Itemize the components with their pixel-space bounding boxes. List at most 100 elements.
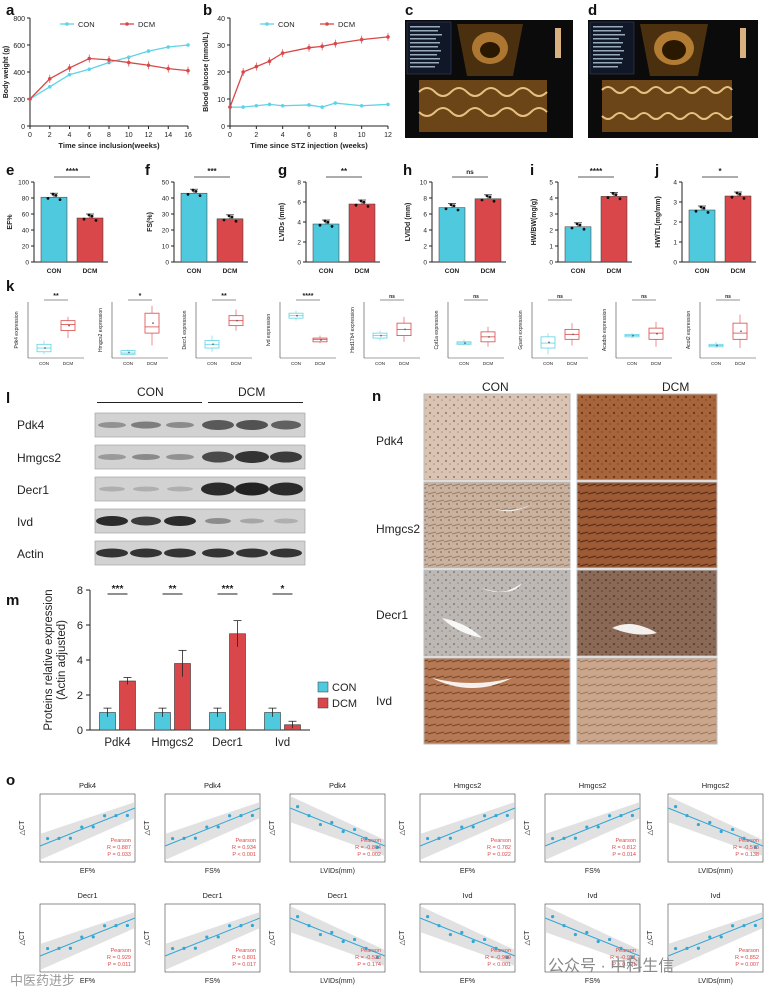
- data-point: [426, 836, 430, 841]
- panel-label-l: l: [6, 390, 11, 407]
- regression-line: [164, 807, 261, 847]
- y-tick-label: 1: [549, 244, 553, 251]
- data-point: [375, 955, 379, 959]
- legend-label: DCM: [338, 20, 355, 29]
- y-axis-label: △CT: [647, 930, 654, 945]
- box: [732, 322, 748, 340]
- y-axis-label: △CT: [144, 820, 151, 835]
- data-point: [656, 332, 658, 335]
- category-label: CON: [207, 361, 217, 366]
- data-point: [330, 820, 334, 825]
- blot-group-label-dcm: DCM: [238, 385, 266, 399]
- data-point: [630, 813, 635, 818]
- y-axis-label: (Actin adjusted): [56, 620, 68, 700]
- data-point: [426, 915, 430, 919]
- data-point: [674, 805, 678, 809]
- ihc-label-ivd: Ivd: [376, 694, 393, 708]
- data-point: [460, 825, 464, 829]
- x-axis-label: FS%: [205, 978, 220, 985]
- x-tick-label: 6: [307, 132, 311, 139]
- data-point: [82, 217, 86, 221]
- data-point: [353, 827, 357, 832]
- data-point: [239, 924, 243, 928]
- data-point: [551, 836, 555, 841]
- y-tick-label: 10: [162, 244, 170, 251]
- y-axis-label: Body weight (g): [3, 46, 10, 99]
- data-point: [128, 351, 130, 354]
- stat-r: R = 0.782: [487, 845, 511, 851]
- data-point: [193, 836, 197, 840]
- data-point: [68, 324, 70, 327]
- bar-dcm: [348, 203, 376, 263]
- data-point: [380, 334, 382, 337]
- stat-r: R = -0.573: [733, 845, 759, 851]
- category-label: DCM: [147, 361, 157, 366]
- confidence-band: [420, 906, 515, 966]
- stat-method: Pearson: [491, 948, 512, 954]
- category-label: CON: [571, 268, 586, 275]
- category-label: DCM: [735, 361, 745, 366]
- data-point: [488, 335, 490, 338]
- y-axis-label: Acadsb expression: [602, 309, 608, 351]
- data-point: [614, 193, 618, 196]
- data-point: [753, 923, 758, 928]
- data-point: [582, 227, 586, 231]
- data-point: [171, 836, 175, 841]
- y-axis-label: HW/BW(mg/g): [531, 199, 538, 246]
- plot-title: Decr1: [327, 891, 347, 900]
- y-tick-label: 2: [297, 240, 301, 247]
- data-point: [456, 208, 460, 212]
- data-point: [596, 939, 600, 944]
- blot-group-bar-dcm: [208, 402, 303, 403]
- category-label: Decr1: [212, 737, 243, 749]
- x-tick-label: 12: [145, 132, 153, 139]
- data-point: [323, 219, 327, 223]
- y-tick-label: 4: [549, 196, 553, 203]
- data-point: [573, 836, 578, 840]
- category-label: DCM: [223, 268, 238, 275]
- category-label: DCM: [399, 361, 409, 366]
- y-axis-label: △CT: [524, 930, 531, 945]
- series-line-con: [29, 44, 189, 100]
- y-tick-label: 60: [22, 212, 30, 219]
- y-tick-label: 0: [297, 260, 301, 267]
- data-point: [483, 814, 487, 818]
- data-point: [318, 932, 322, 937]
- category-label: DCM: [731, 268, 746, 275]
- y-tick-label: 8: [297, 180, 301, 187]
- confidence-band: [40, 912, 135, 970]
- blot-bands: [94, 412, 306, 566]
- data-point: [505, 813, 509, 818]
- data-point: [80, 825, 84, 829]
- y-tick-label: 40: [217, 16, 225, 23]
- box: [648, 327, 664, 340]
- ihc-label-pdk4: Pdk4: [376, 434, 404, 448]
- sig-label: **: [221, 293, 227, 300]
- bar-con: [180, 192, 208, 263]
- data-point: [608, 814, 612, 818]
- data-point: [296, 805, 300, 809]
- data-point: [68, 946, 72, 950]
- sig-label: *: [718, 167, 722, 176]
- confidence-band: [668, 912, 763, 970]
- bar-dcm: [474, 198, 502, 263]
- data-point: [740, 330, 742, 333]
- panel-label-m: m: [6, 592, 20, 609]
- regression-line: [39, 917, 136, 957]
- fs-bar-chart: 0 10 20 30 40 50 FS(%) CON DCM ***: [147, 167, 248, 275]
- stat-r: R = -0.804: [355, 845, 381, 851]
- category-label: CON: [445, 268, 460, 275]
- y-tick-label: 0: [423, 260, 427, 267]
- confidence-band: [668, 796, 763, 856]
- data-point: [90, 214, 94, 218]
- y-axis-label: Proteins relative expression: [43, 589, 55, 730]
- category-label: DCM: [481, 268, 496, 275]
- stat-method: Pearson: [111, 948, 132, 954]
- y-tick-label: 30: [162, 212, 170, 219]
- bar-con: [688, 209, 716, 263]
- y-tick-label: 8: [423, 196, 427, 203]
- x-tick-label: 10: [125, 132, 133, 139]
- y-axis-label: Gpam expression: [518, 310, 524, 349]
- y-tick-label: 20: [162, 228, 170, 235]
